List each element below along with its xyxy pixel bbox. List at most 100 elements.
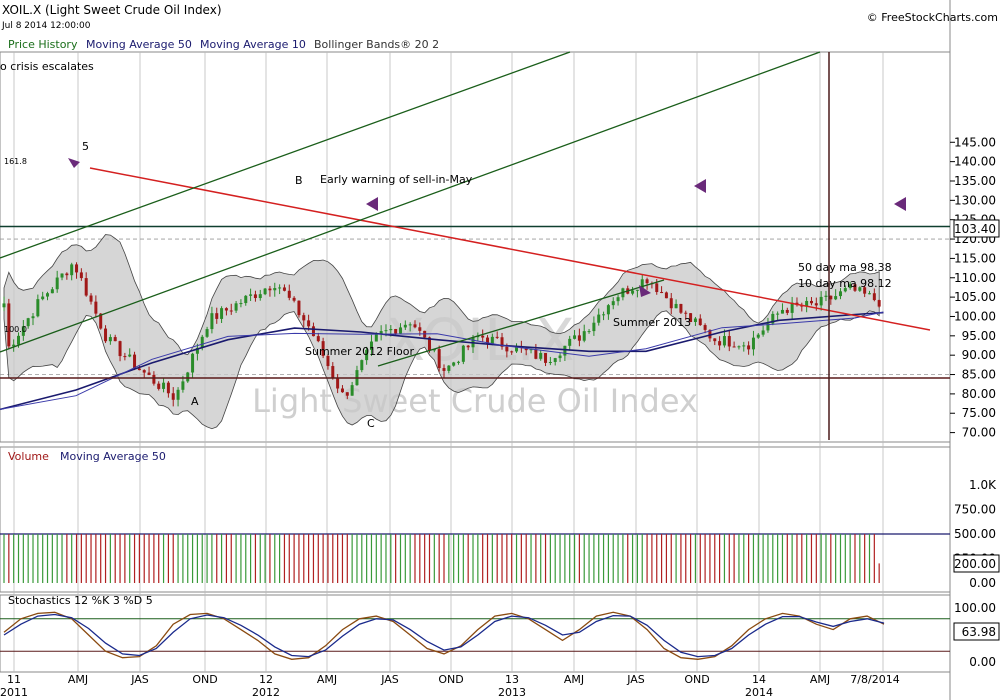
candle-body — [108, 337, 112, 342]
annotation-fib-161: 161.8 — [4, 157, 27, 166]
volume-tick-label: 750.00 — [954, 503, 996, 517]
chart-title: XOIL.X (Light Sweet Crude Oil Index) — [2, 3, 222, 17]
channel-line-lower — [377, 279, 665, 367]
candle-body — [205, 329, 209, 337]
candle-body — [60, 273, 64, 278]
candle-body — [616, 297, 620, 302]
candle-body — [790, 302, 794, 313]
candle-body — [534, 349, 538, 359]
candle-body — [722, 336, 726, 346]
annotation-wave-5: 5 — [82, 140, 89, 153]
candle-body — [756, 334, 760, 338]
candle-body — [321, 341, 325, 356]
candle-body — [369, 341, 373, 350]
stochastics-panel — [0, 611, 950, 660]
legend-price-history[interactable]: Price History — [8, 38, 78, 51]
candle-body — [486, 337, 490, 344]
x-tick-label: 11 — [7, 673, 21, 686]
candle-body — [771, 313, 775, 324]
candle-body — [819, 296, 823, 306]
candle-body — [689, 313, 693, 322]
annotation-arrow — [68, 158, 80, 168]
candle-body — [147, 372, 151, 375]
candle-body — [331, 366, 335, 379]
candle-body — [872, 293, 876, 301]
candle-body — [674, 303, 678, 309]
candle-body — [708, 329, 712, 339]
candle-body — [548, 361, 552, 363]
candle-body — [495, 336, 499, 338]
candle-body — [292, 297, 296, 301]
bollinger-bands — [3, 234, 880, 430]
candle-body — [858, 287, 862, 291]
annotation-summer-2013: Summer 2013 — [613, 316, 691, 329]
candle-body — [403, 324, 407, 328]
volume-tick-label: 1.0K — [969, 478, 997, 492]
candle-body — [282, 287, 286, 291]
annotation-arrow — [894, 197, 906, 211]
candle-body — [17, 335, 21, 345]
x-tick-label: JAS — [626, 673, 645, 686]
candle-body — [398, 327, 402, 334]
candle-body — [718, 341, 722, 346]
candle-body — [597, 314, 601, 323]
annotation-ma10-value: 10 day ma 98.12 — [798, 277, 892, 290]
price-tick-label: 145.00 — [954, 135, 996, 149]
candle-body — [853, 284, 857, 291]
annotation-early-warning: Early warning of sell-in-May — [320, 173, 473, 186]
legend-volume[interactable]: Volume — [8, 450, 49, 463]
stoch-tick-label: 0.00 — [969, 655, 996, 669]
candle-body — [848, 284, 852, 289]
candle-body — [867, 293, 871, 295]
candle-body — [500, 337, 504, 347]
legend-bollinger[interactable]: Bollinger Bands® 20 2 — [314, 38, 439, 51]
candle-body — [2, 303, 6, 308]
candle-body — [181, 381, 185, 390]
last-price-box — [953, 219, 1000, 238]
price-tick-label: 95.00 — [962, 329, 996, 343]
x-year-label: 2013 — [498, 686, 526, 699]
x-tick-label: JAS — [130, 673, 149, 686]
candle-body — [669, 298, 673, 309]
candle-body — [447, 365, 451, 371]
candle-body — [631, 290, 635, 294]
candle-body — [558, 355, 562, 359]
candle-body — [316, 336, 320, 342]
annotation-wave-a: A — [191, 395, 199, 408]
candle-body — [573, 335, 577, 339]
candle-body — [442, 368, 446, 371]
candle-body — [452, 362, 456, 366]
legend-volume-ma50[interactable]: Moving Average 50 — [60, 450, 166, 463]
annotation-arrow — [694, 179, 706, 193]
candle-body — [863, 287, 867, 294]
candle-body — [31, 316, 35, 319]
legend-ma10[interactable]: Moving Average 10 — [200, 38, 306, 51]
price-tick-label: 110.00 — [954, 271, 996, 285]
ma10-line — [0, 311, 884, 410]
x-tick-label: 12 — [259, 673, 273, 686]
candle-body — [457, 361, 461, 363]
candle-body — [751, 337, 755, 350]
candle-body — [843, 288, 847, 292]
x-tick-label: AMJ — [68, 673, 88, 686]
price-legend: Price History Moving Average 50 Moving A… — [8, 38, 439, 51]
candle-body — [79, 272, 83, 279]
last-price-label: 103.40 — [954, 222, 996, 236]
x-tick-label: 14 — [752, 673, 766, 686]
candle-body — [384, 330, 388, 332]
candle-body — [253, 294, 257, 299]
candle-body — [336, 378, 340, 389]
stoch-tick-label: 100.00 — [954, 601, 996, 615]
legend-ma50[interactable]: Moving Average 50 — [86, 38, 192, 51]
stoch-d-line — [3, 613, 885, 658]
candle-body — [84, 278, 88, 296]
legend-stochastics[interactable]: Stochastics 12 %K 3 %D 5 — [8, 594, 153, 607]
candle-body — [640, 279, 644, 290]
drawings — [0, 51, 950, 440]
candle-body — [89, 295, 93, 302]
candle-body — [229, 310, 233, 312]
candle-body — [215, 313, 219, 319]
candle-body — [461, 345, 465, 362]
annotation-crisis: o crisis escalates — [0, 60, 94, 73]
